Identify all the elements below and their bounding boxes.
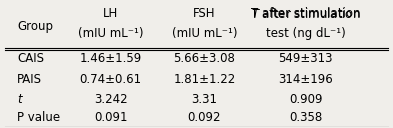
- Text: 1.81±1.22: 1.81±1.22: [173, 73, 235, 86]
- Text: LH: LH: [103, 7, 118, 20]
- Text: 0.74±0.61: 0.74±0.61: [80, 73, 142, 86]
- Text: $\it{T}$ after stimulation: $\it{T}$ after stimulation: [251, 7, 360, 21]
- Text: P value: P value: [17, 111, 60, 124]
- Text: 0.358: 0.358: [289, 111, 322, 124]
- Text: test (ng dL⁻¹): test (ng dL⁻¹): [266, 27, 345, 40]
- Text: (mIU mL⁻¹): (mIU mL⁻¹): [78, 27, 143, 40]
- Text: 0.091: 0.091: [94, 111, 127, 124]
- Text: FSH: FSH: [193, 7, 215, 20]
- Text: (mIU mL⁻¹): (mIU mL⁻¹): [172, 27, 237, 40]
- Text: Group: Group: [17, 20, 53, 33]
- Text: T after stimulation: T after stimulation: [251, 7, 360, 20]
- Text: 5.66±3.08: 5.66±3.08: [173, 52, 235, 66]
- Text: t: t: [17, 93, 22, 106]
- Text: 3.31: 3.31: [191, 93, 217, 106]
- Text: CAIS: CAIS: [17, 52, 44, 66]
- Text: 3.242: 3.242: [94, 93, 127, 106]
- Text: 0.092: 0.092: [187, 111, 221, 124]
- Text: 314±196: 314±196: [278, 73, 333, 86]
- Text: PAIS: PAIS: [17, 73, 42, 86]
- Text: 549±313: 549±313: [279, 52, 333, 66]
- Text: 1.46±1.59: 1.46±1.59: [79, 52, 142, 66]
- Text: 0.909: 0.909: [289, 93, 323, 106]
